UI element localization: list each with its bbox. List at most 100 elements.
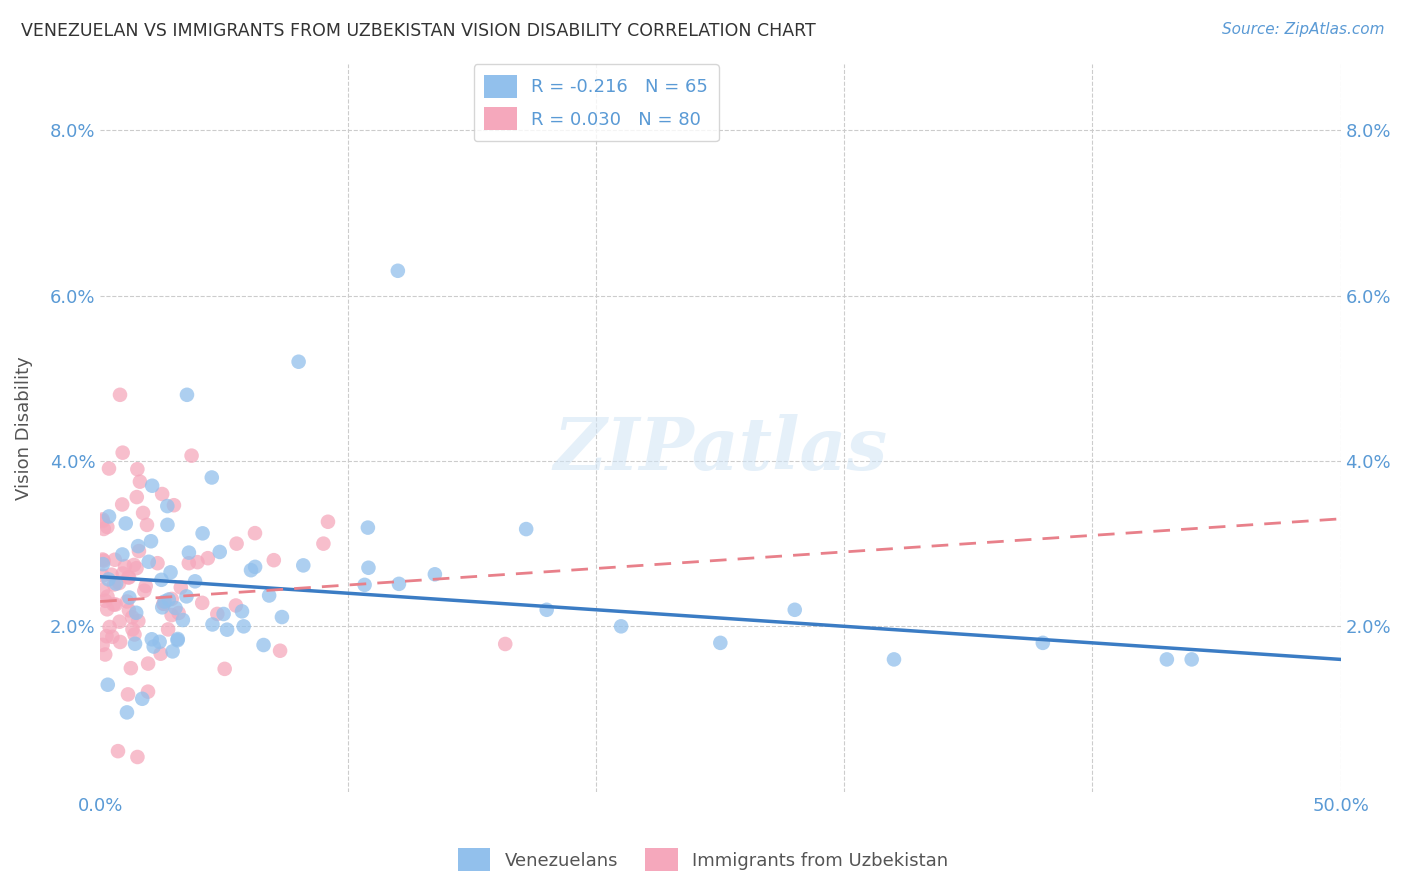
- Point: [387, 264, 409, 278]
- Point: [96, 520, 118, 534]
- Point: [122, 558, 145, 572]
- Point: [208, 545, 231, 559]
- Point: [108, 388, 131, 402]
- Point: [423, 567, 446, 582]
- Point: [115, 706, 138, 720]
- Point: [1181, 652, 1204, 666]
- Point: [149, 635, 172, 649]
- Point: [108, 576, 131, 591]
- Text: ZIPatlas: ZIPatlas: [554, 414, 887, 485]
- Point: [149, 647, 172, 661]
- Point: [176, 590, 198, 604]
- Point: [127, 539, 149, 553]
- Point: [166, 632, 188, 646]
- Point: [240, 563, 263, 577]
- Point: [111, 445, 134, 459]
- Point: [271, 610, 294, 624]
- Point: [162, 644, 184, 658]
- Point: [91, 568, 114, 582]
- Point: [191, 526, 214, 541]
- Point: [97, 678, 120, 692]
- Point: [186, 555, 208, 569]
- Point: [108, 615, 131, 629]
- Point: [287, 355, 309, 369]
- Point: [91, 557, 114, 571]
- Point: [165, 601, 187, 615]
- Point: [117, 570, 139, 584]
- Point: [243, 526, 266, 541]
- Point: [177, 546, 200, 560]
- Point: [124, 627, 146, 641]
- Point: [131, 691, 153, 706]
- Point: [257, 589, 280, 603]
- Point: [150, 600, 173, 615]
- Point: [312, 536, 335, 550]
- Point: [128, 544, 150, 558]
- Point: [107, 744, 129, 758]
- Point: [103, 598, 125, 612]
- Point: [141, 479, 163, 493]
- Point: [132, 506, 155, 520]
- Point: [125, 490, 148, 504]
- Point: [129, 475, 152, 489]
- Point: [136, 657, 159, 671]
- Point: [101, 630, 124, 644]
- Point: [97, 573, 120, 587]
- Point: [197, 551, 219, 566]
- Point: [166, 633, 188, 648]
- Point: [125, 561, 148, 575]
- Point: [136, 684, 159, 698]
- Point: [138, 555, 160, 569]
- Point: [180, 449, 202, 463]
- Point: [159, 566, 181, 580]
- Point: [783, 603, 806, 617]
- Legend: Venezuelans, Immigrants from Uzbekistan: Venezuelans, Immigrants from Uzbekistan: [450, 841, 956, 879]
- Point: [214, 662, 236, 676]
- Point: [156, 499, 179, 513]
- Point: [134, 583, 156, 598]
- Point: [153, 597, 176, 611]
- Point: [157, 592, 180, 607]
- Point: [163, 498, 186, 512]
- Point: [150, 573, 173, 587]
- Point: [108, 635, 131, 649]
- Point: [160, 591, 183, 606]
- Point: [353, 578, 375, 592]
- Point: [153, 594, 176, 608]
- Point: [104, 553, 127, 567]
- Point: [103, 577, 125, 591]
- Point: [167, 606, 190, 620]
- Point: [217, 623, 239, 637]
- Point: [225, 599, 247, 613]
- Point: [515, 522, 537, 536]
- Point: [111, 548, 134, 562]
- Point: [252, 638, 274, 652]
- Point: [176, 388, 198, 402]
- Point: [135, 579, 157, 593]
- Point: [231, 604, 253, 618]
- Point: [1156, 652, 1178, 666]
- Point: [172, 613, 194, 627]
- Point: [125, 606, 148, 620]
- Point: [94, 594, 117, 608]
- Point: [388, 577, 411, 591]
- Point: [98, 461, 121, 475]
- Point: [94, 648, 117, 662]
- Text: VENEZUELAN VS IMMIGRANTS FROM UZBEKISTAN VISION DISABILITY CORRELATION CHART: VENEZUELAN VS IMMIGRANTS FROM UZBEKISTAN…: [21, 22, 815, 40]
- Point: [91, 512, 114, 526]
- Point: [98, 509, 121, 524]
- Point: [232, 619, 254, 633]
- Point: [212, 607, 235, 621]
- Point: [177, 556, 200, 570]
- Point: [93, 522, 115, 536]
- Point: [96, 590, 118, 604]
- Point: [91, 638, 114, 652]
- Point: [124, 637, 146, 651]
- Legend: R = -0.216   N = 65, R = 0.030   N = 80: R = -0.216 N = 65, R = 0.030 N = 80: [474, 64, 718, 141]
- Point: [263, 553, 285, 567]
- Point: [127, 462, 149, 476]
- Point: [120, 661, 142, 675]
- Point: [93, 554, 115, 568]
- Point: [114, 516, 136, 531]
- Point: [357, 520, 380, 534]
